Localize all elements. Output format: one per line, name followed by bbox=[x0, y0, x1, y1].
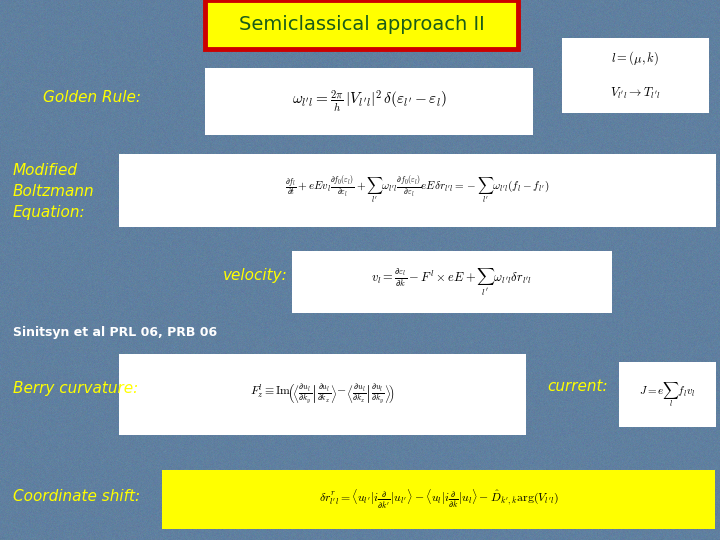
FancyBboxPatch shape bbox=[619, 362, 716, 427]
Text: current:: current: bbox=[547, 379, 608, 394]
Text: $l=(\mu,k)$: $l=(\mu,k)$ bbox=[611, 49, 660, 67]
Text: $\omega_{l^\prime l} = \frac{2\pi}{h}\,|V_{l^\prime l}|^2\,\delta(\varepsilon_{l: $\omega_{l^\prime l} = \frac{2\pi}{h}\,|… bbox=[292, 89, 446, 114]
FancyBboxPatch shape bbox=[119, 154, 716, 227]
FancyBboxPatch shape bbox=[205, 68, 533, 135]
FancyBboxPatch shape bbox=[162, 470, 715, 529]
Text: $V_{l^\prime l}\rightarrow T_{l^\prime l}$: $V_{l^\prime l}\rightarrow T_{l^\prime l… bbox=[610, 85, 661, 101]
Text: Coordinate shift:: Coordinate shift: bbox=[13, 489, 140, 504]
FancyBboxPatch shape bbox=[562, 73, 709, 113]
Text: Sinitsyn et al PRL 06, PRB 06: Sinitsyn et al PRL 06, PRB 06 bbox=[13, 326, 217, 339]
Text: $\delta r^r_{l^\prime l}=\langle u_{l^\prime}|i\frac{\partial}{\partial k^\prime: $\delta r^r_{l^\prime l}=\langle u_{l^\p… bbox=[318, 488, 559, 511]
FancyBboxPatch shape bbox=[205, 0, 518, 49]
FancyBboxPatch shape bbox=[292, 251, 612, 313]
Text: Berry curvature:: Berry curvature: bbox=[13, 381, 138, 396]
Text: velocity:: velocity: bbox=[223, 268, 288, 283]
Text: Modified
Boltzmann
Equation:: Modified Boltzmann Equation: bbox=[13, 163, 94, 220]
FancyBboxPatch shape bbox=[562, 38, 709, 78]
Text: $J=e\sum_l f_l v_l$: $J=e\sum_l f_l v_l$ bbox=[639, 380, 696, 409]
Text: $v_l=\frac{\partial\varepsilon_l}{\partial k}-F^l\times eE+\sum_{l^\prime}\omega: $v_l=\frac{\partial\varepsilon_l}{\parti… bbox=[372, 267, 532, 298]
Text: Semiclassical approach II: Semiclassical approach II bbox=[239, 15, 485, 34]
Text: Golden Rule:: Golden Rule: bbox=[43, 90, 141, 105]
Text: $F^l_z\equiv\mathrm{Im}\!\left(\!\left\langle\frac{\partial u_l}{\partial k_y}\m: $F^l_z\equiv\mathrm{Im}\!\left(\!\left\l… bbox=[250, 382, 395, 406]
FancyBboxPatch shape bbox=[119, 354, 526, 435]
Text: $\frac{\partial f_l}{\partial t}+eEv_l\frac{\partial f_0(\varepsilon_l)}{\partia: $\frac{\partial f_l}{\partial t}+eEv_l\f… bbox=[285, 175, 550, 206]
